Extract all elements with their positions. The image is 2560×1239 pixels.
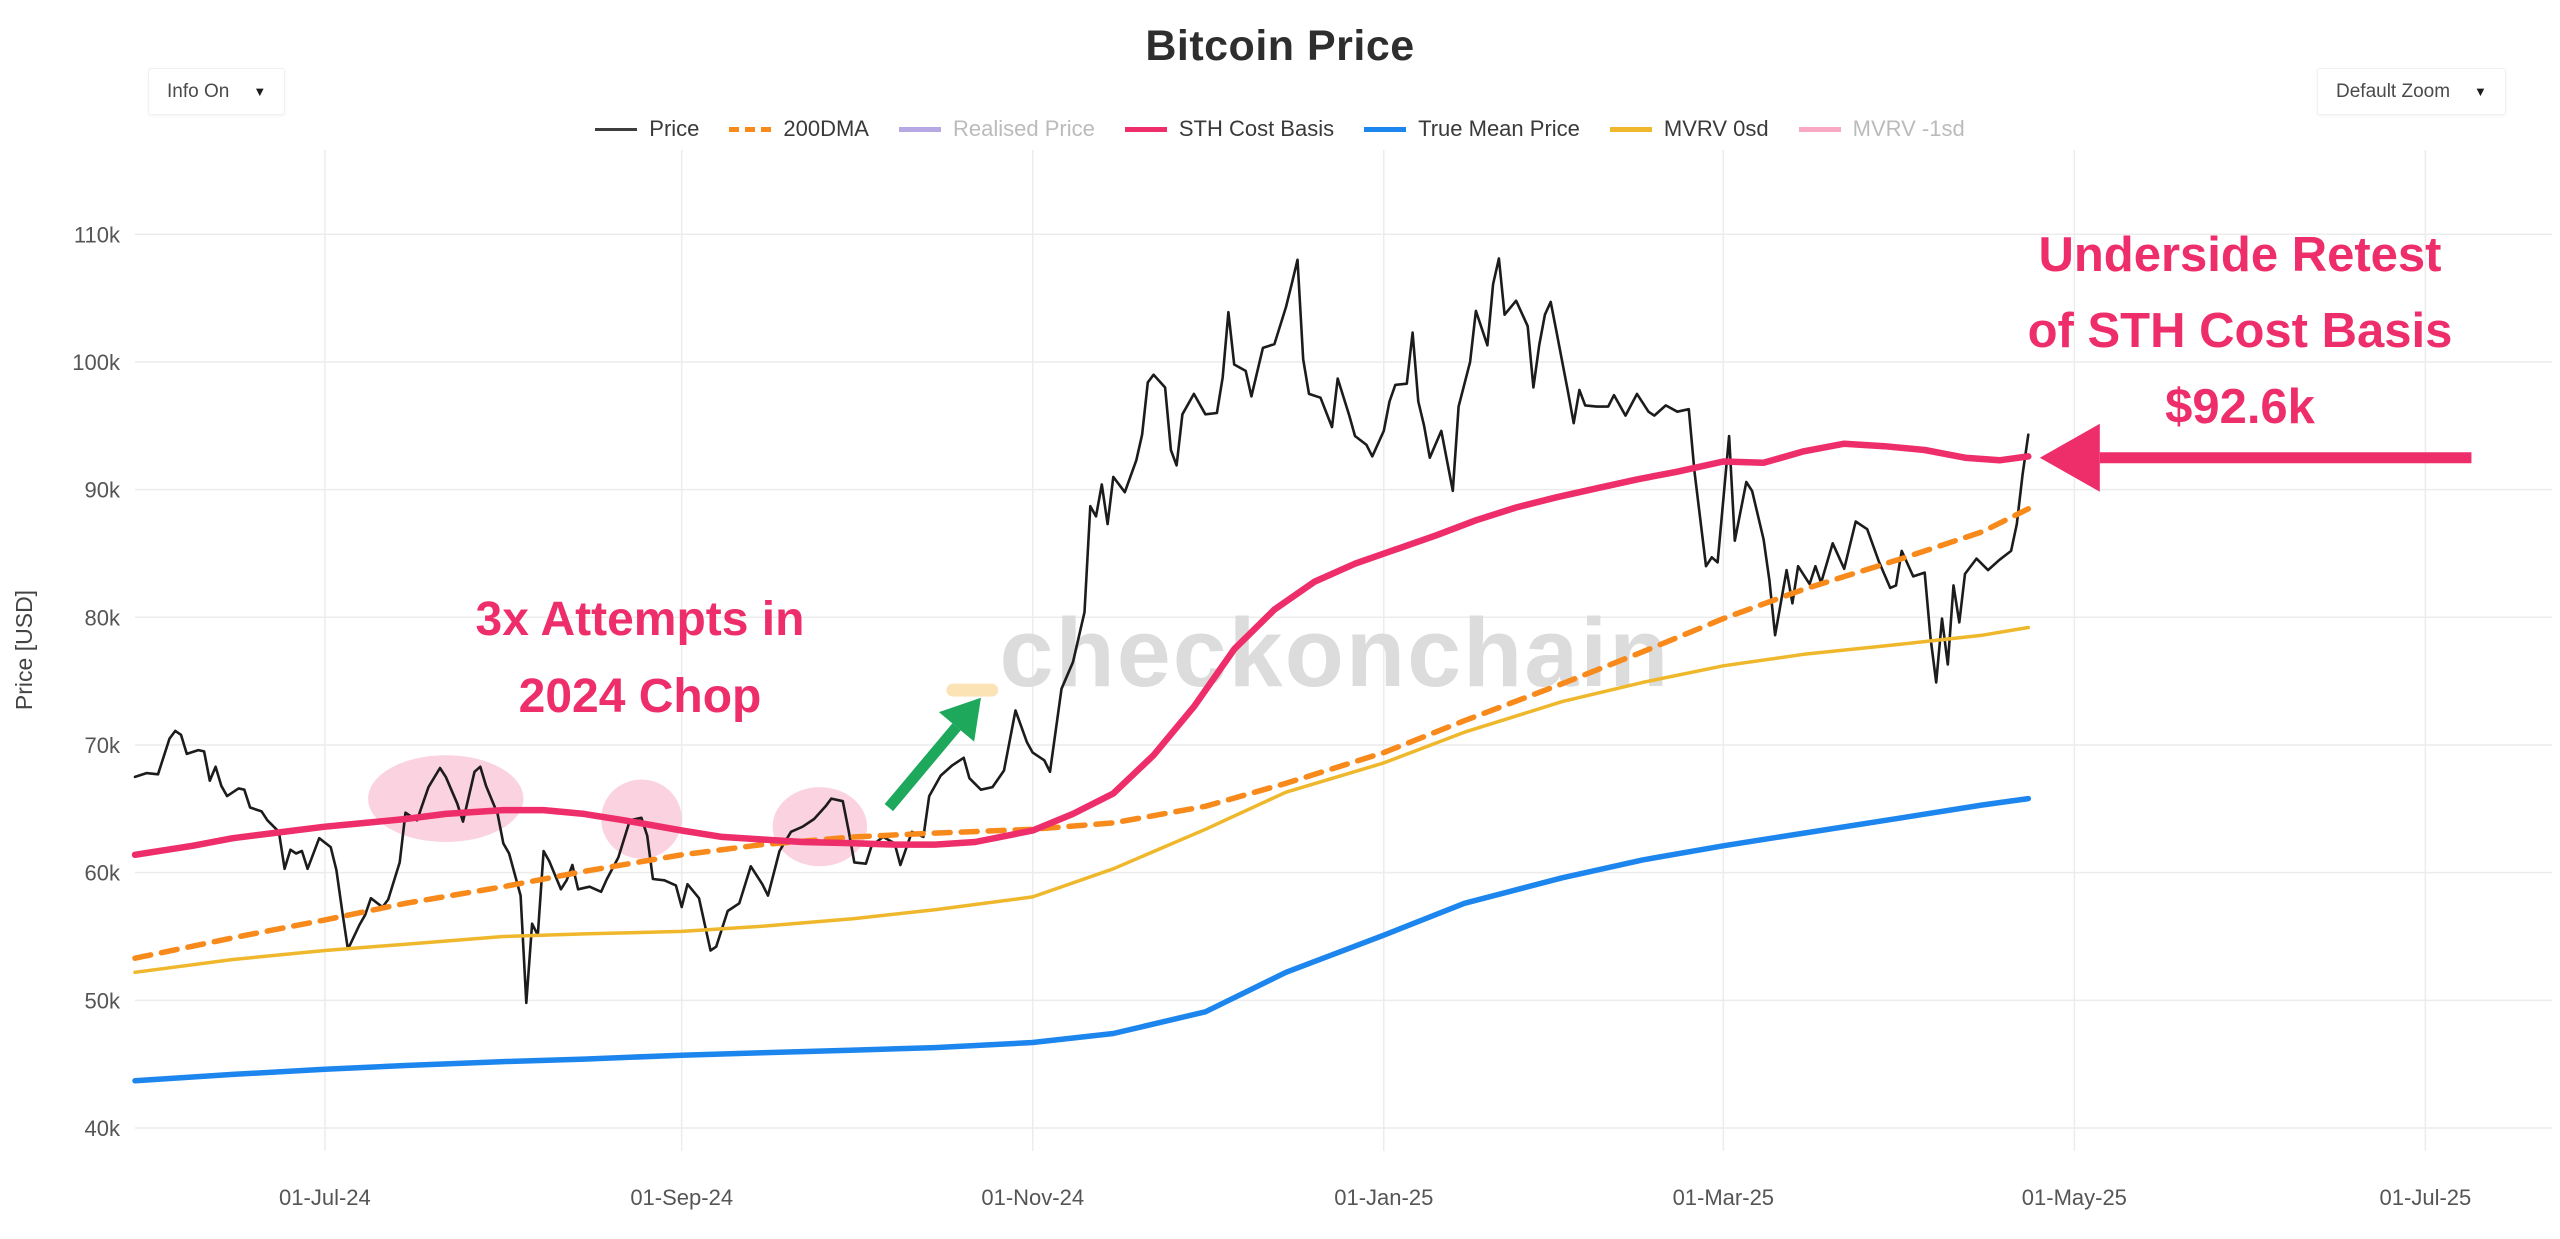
legend-swatch [1798,126,1841,132]
x-tick-label: 01-Nov-24 [981,1185,1084,1210]
watermark: checkonchain [1000,598,1671,707]
x-tick-label: 01-May-25 [2022,1185,2127,1210]
legend-item-realised-price[interactable]: Realised Price [898,116,1095,142]
y-tick-label: 80k [85,605,121,630]
annotation-retest-line1: Underside Retest [2038,228,2442,282]
x-tick-label: 01-Mar-25 [1673,1185,1774,1210]
info-dropdown-label: Info On [167,80,230,102]
legend-item-sth-cost-basis[interactable]: STH Cost Basis [1124,116,1335,142]
y-tick-label: 110k [74,222,121,247]
legend-swatch [1124,126,1167,132]
pink-left-arrow [2039,423,2472,492]
legend-swatch [595,127,638,131]
x-tick-label: 01-Jul-25 [2380,1185,2472,1210]
annotation-chop: 3x Attempts in 2024 Chop [330,582,950,736]
y-axis-title: Price [USD] [11,590,37,710]
x-tick-label: 01-Jan-25 [1334,1185,1433,1210]
legend-swatch [1364,126,1407,132]
legend-label: MVRV -1sd [1852,116,1965,141]
series-true-mean-price[interactable] [132,795,2032,1084]
legend-swatch [1609,126,1652,132]
annotation-retest-line3: $92.6k [2165,379,2315,434]
legend-label: MVRV 0sd [1663,116,1769,141]
legend-label: Price [649,116,700,141]
annotation-chop-line2: 2024 Chop [518,669,762,723]
legend-swatch [898,126,941,132]
series-200dma[interactable] [132,506,2032,961]
info-dropdown[interactable]: Info On ▼ [148,68,286,115]
series-price[interactable] [133,257,2030,1005]
x-tick-label: 01-Jul-24 [279,1185,371,1210]
legend-item-mvrv-1sd[interactable]: MVRV -1sd [1798,116,1965,142]
legend-item-true-mean-price[interactable]: True Mean Price [1364,116,1580,142]
y-tick-label: 90k [85,478,121,503]
gridlines [135,150,2552,1151]
axis-ticks: 40k 50k 60k 70k 80k 90k 100k 110k 01-Jul-24 01-Se… [72,222,2471,1210]
y-tick-label: 50k [85,988,121,1013]
default-zoom-dropdown-label: Default Zoom [2336,80,2451,102]
legend-label: STH Cost Basis [1178,116,1335,141]
annotation-shapes [884,423,2472,812]
y-tick-label: 40k [85,1116,121,1141]
y-tick-label: 70k [85,733,121,758]
legend-label: Realised Price [952,116,1095,141]
legend-item-price[interactable]: Price [595,116,699,142]
legend-item-200dma[interactable]: 200DMA [729,116,869,142]
highlight-dash-mark [946,683,999,697]
legend-swatch [729,126,772,132]
y-tick-label: 60k [85,861,121,886]
x-tick-label: 01-Sep-24 [630,1185,733,1210]
default-zoom-dropdown[interactable]: Default Zoom ▼ [2317,68,2506,115]
annotation-retest-line2: of STH Cost Basis [2027,303,2453,358]
green-up-arrow [884,697,981,812]
y-tick-label: 100k [72,350,121,375]
legend-label: True Mean Price [1418,116,1580,141]
series-mvrv-0sd[interactable] [133,625,2031,975]
page-title: Bitcoin Price [1145,22,1415,70]
legend: Price 200DMA Realised Price STH Cost Basis T… [0,116,2560,142]
annotation-retest: Underside Retest of STH Cost Basis $92.6… [1935,218,2545,446]
chevron-down-icon: ▼ [2474,84,2487,99]
data-series [131,257,2032,1084]
series-sth-cost-basis[interactable] [131,440,2032,859]
legend-item-mvrv-0sd[interactable]: MVRV 0sd [1609,116,1769,142]
legend-label: 200DMA [783,116,869,141]
chevron-down-icon: ▼ [253,84,267,99]
annotation-chop-line1: 3x Attempts in [475,593,805,646]
